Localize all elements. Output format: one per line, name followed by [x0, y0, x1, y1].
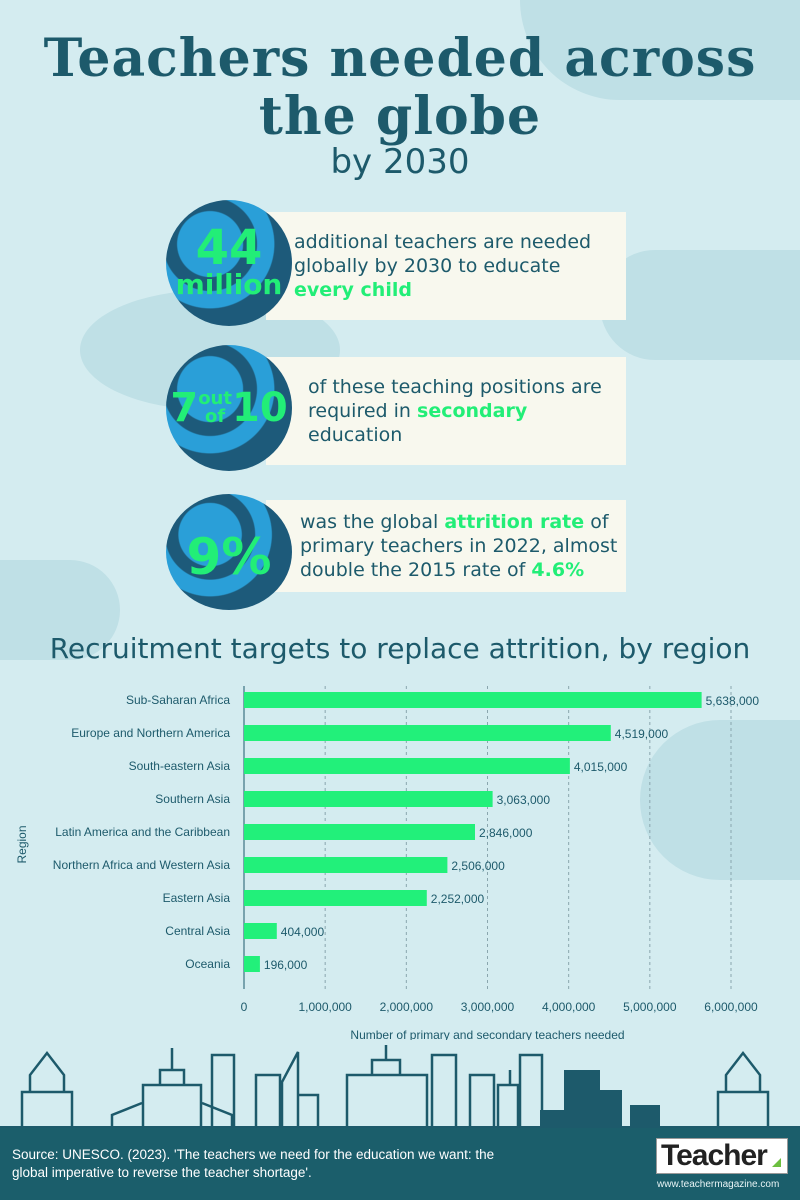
cloud — [0, 560, 120, 660]
bar-chart: 0 1,000,000 2,000,000 3,000,000 4,000,000 5,0… — [15, 686, 760, 1040]
bar — [244, 923, 277, 939]
value-label: 4,519,000 — [615, 727, 669, 741]
category-label: Sub-Saharan Africa — [126, 693, 230, 707]
cloud — [520, 0, 800, 100]
globe-icon: 7 out of 10 — [166, 345, 292, 471]
globe-icon: 44 million — [166, 200, 292, 326]
bar — [244, 890, 427, 906]
value-label: 196,000 — [264, 958, 308, 972]
footer: Source: UNESCO. (2023). 'The teachers we… — [0, 1128, 800, 1200]
x-axis-label: Number of primary and secondary teachers… — [350, 1028, 624, 1040]
x-tick-label: 2,000,000 — [380, 1000, 434, 1014]
category-label: Latin America and the Caribbean — [55, 825, 230, 839]
y-axis-label: Region — [15, 825, 29, 863]
category-label: Southern Asia — [155, 792, 230, 806]
x-tick-label: 0 — [241, 1000, 248, 1014]
source-citation: Source: UNESCO. (2023). 'The teachers we… — [12, 1147, 495, 1180]
category-label: Central Asia — [165, 924, 230, 938]
page-title: Teachers needed across the globe — [43, 28, 757, 147]
cloud — [600, 250, 800, 360]
stat-card: was the global attrition rate of primary… — [166, 494, 626, 610]
bar — [244, 791, 493, 807]
x-tick-label: 3,000,000 — [461, 1000, 515, 1014]
stat-card: of these teaching positions are required… — [166, 345, 626, 471]
chart-title: Recruitment targets to replace attrition… — [49, 632, 751, 665]
cloud — [640, 720, 800, 880]
value-label: 2,252,000 — [431, 892, 485, 906]
bar — [244, 692, 702, 708]
value-label: 3,063,000 — [497, 793, 551, 807]
city-skyline-illustration — [0, 1045, 800, 1130]
value-label: 4,015,000 — [574, 760, 628, 774]
bar — [244, 758, 570, 774]
category-label: Europe and Northern America — [71, 726, 230, 740]
globe-icon: 9% — [166, 494, 292, 610]
value-label: 5,638,000 — [706, 694, 760, 708]
category-label: Eastern Asia — [163, 891, 231, 905]
bar — [244, 824, 476, 840]
x-tick-label: 6,000,000 — [704, 1000, 758, 1014]
value-label: 2,506,000 — [451, 859, 505, 873]
x-tick-label: 1,000,000 — [298, 1000, 352, 1014]
bar — [244, 725, 611, 741]
teacher-logo[interactable]: Teacher — [656, 1138, 788, 1174]
category-label: Northern Africa and Western Asia — [53, 858, 231, 872]
x-tick-label: 4,000,000 — [542, 1000, 596, 1014]
page-subtitle: by 2030 — [330, 142, 470, 182]
stat-card: additional teachers are needed globally … — [166, 200, 626, 326]
value-label: 404,000 — [281, 925, 325, 939]
bar — [244, 956, 260, 972]
website-link[interactable]: www.teachermagazine.com — [657, 1179, 780, 1190]
category-label: South-eastern Asia — [129, 759, 231, 773]
category-label: Oceania — [185, 957, 230, 971]
value-label: 2,846,000 — [479, 826, 533, 840]
x-tick-label: 5,000,000 — [623, 1000, 677, 1014]
bar — [244, 857, 448, 873]
